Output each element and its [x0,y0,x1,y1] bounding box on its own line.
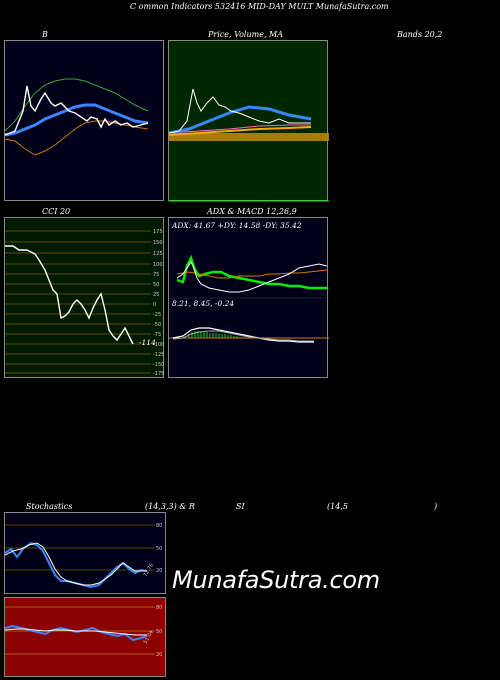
adx-line [176,254,327,290]
svg-text:80: 80 [156,605,162,611]
price-line [169,88,311,134]
signal-line [172,330,314,342]
cci-chart: 175 150 125 100 75 50 25 0 -25 -50 -75 -100 -1… [4,217,164,378]
svg-text:150: 150 [153,240,163,246]
svg-text:-50: -50 [153,322,161,328]
price-line [5,85,149,136]
svg-text:50: 50 [153,282,159,288]
svg-text:-150: -150 [153,362,164,368]
ma-short-line [169,105,312,135]
svg-text:80: 80 [156,523,162,529]
ma-long-line [169,126,312,136]
rsi-value-label: 51.04 [143,630,155,645]
rsi-tick-labels: 80 50 20 [156,605,162,658]
cci-label: CCI 20 [42,207,71,216]
price-volume-ma-chart [168,40,329,202]
plus-di-line [176,269,328,279]
minus-di-line [176,261,328,293]
svg-text:20: 20 [156,568,162,574]
adx-macd-chart: ADX: 41.67 +DY: 14.58 -DY: 35.42 8.21, 8… [168,217,329,378]
rsi-chart: 80 50 20 51.04 [4,597,166,677]
bands-label-right: Bands 20,2 [397,30,443,39]
svg-text:-100: -100 [153,342,164,348]
bands-label-left: B [42,30,48,39]
macd-line [172,327,314,343]
page-title: C ommon Indicators 532416 MID-DAY MULT M… [130,2,389,11]
svg-text:-75: -75 [153,332,161,338]
stochastics-chart: 80 50 20 72.76 [4,512,166,594]
svg-text:-175: -175 [153,371,164,377]
macd-histogram [188,331,241,338]
adx-macd-label: ADX & MACD 12,26,9 [207,207,297,216]
svg-text:50: 50 [156,629,162,635]
stoch-label-mid: (14,3,3) & R [145,502,195,511]
svg-text:0: 0 [153,302,156,308]
cci-line [5,245,134,345]
svg-text:50: 50 [156,546,162,552]
svg-text:100: 100 [153,262,163,268]
rsi-label-close: ) [434,502,438,511]
svg-text:125: 125 [153,251,163,257]
upper-band-line [5,78,149,132]
ma-mid-line [169,124,311,134]
adx-readout: ADX: 41.67 +DY: 14.58 -DY: 35.42 [171,221,302,230]
rsi-label-si: SI [236,502,245,511]
svg-text:-25: -25 [153,312,161,318]
cci-tick-labels: 175 150 125 100 75 50 25 0 -25 -50 -75 -100 -1… [153,229,164,377]
cci-value-label: -114 [139,338,156,347]
price-label: Price, Volume, MA [208,30,284,39]
rsi-label-params: (14,5 [327,502,348,511]
rsi-avg-line [5,628,147,636]
stoch-label-left: Stochastics [26,502,73,511]
stoch-tick-labels: 80 50 20 [156,523,162,574]
macd-readout: 8.21, 8.45, -0.24 [172,299,234,308]
bollinger-bands-chart [4,40,164,201]
svg-text:175: 175 [153,229,163,235]
svg-text:-125: -125 [153,352,164,358]
rsi-line [5,624,148,642]
svg-text:75: 75 [153,272,159,278]
munafasutra-watermark: MunafaSutra.com [172,566,380,594]
lower-band-line [5,120,149,156]
svg-text:20: 20 [156,652,162,658]
svg-text:25: 25 [153,292,159,298]
stoch-d-line [5,542,147,586]
middle-band-line [5,103,149,137]
